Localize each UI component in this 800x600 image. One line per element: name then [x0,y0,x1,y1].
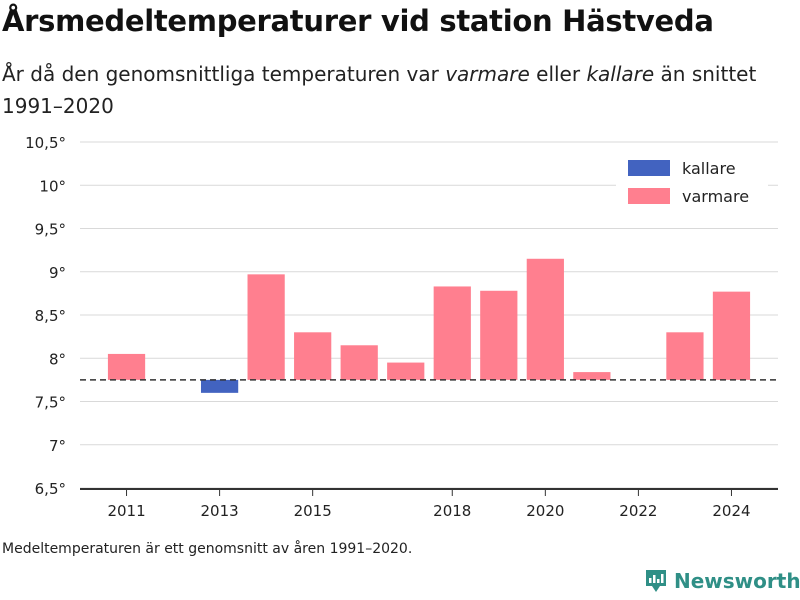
bar-2011 [107,353,146,380]
y-tick-label: 7,5° [35,394,66,412]
x-tick-label: 2011 [107,502,145,520]
bar-2024 [712,291,751,380]
subtitle-cold-word: kallare [586,62,655,86]
newsworthy-logo-icon [646,570,666,592]
y-tick-label: 8° [49,350,66,368]
x-tick-label: 2018 [433,502,471,520]
subtitle-text-3: än snittet 1991–2020 [2,62,757,118]
y-tick-label: 10,5° [25,134,66,152]
legend-label-warmer: varmare [682,187,749,206]
chart-title: Årsmedeltemperaturer vid station Hästved… [2,4,714,38]
x-tick-label: 2013 [201,502,239,520]
bar-2023 [666,332,704,380]
bar-2020 [526,258,564,380]
bar-2019 [480,290,518,380]
legend-swatch-colder [628,160,670,176]
bar-2021 [573,372,611,380]
bar-2018 [433,286,471,380]
footnote: Medeltemperaturen är ett genomsnitt av å… [2,541,413,557]
x-tick-label: 2024 [712,502,750,520]
y-tick-label: 9,5° [35,221,66,239]
subtitle-warm-word: varmare [445,62,530,86]
y-tick-label: 10° [39,177,66,195]
bar-2016 [340,345,378,380]
subtitle-text-1: År då den genomsnittliga temperaturen va… [2,62,446,86]
legend-label-colder: kallare [682,159,736,178]
bar-2013 [200,379,239,393]
bar-2017 [387,362,425,380]
brand-logo[interactable]: Newsworthy [644,568,800,594]
y-tick-label: 6,5° [35,480,66,498]
y-tick-label: 7° [49,437,66,455]
subtitle-text-2: eller [529,62,587,86]
x-tick-label: 2015 [294,502,332,520]
legend-swatch-warmer [628,188,670,204]
x-tick-label: 2022 [619,502,657,520]
bar-2014 [247,274,285,380]
chart-subtitle: År då den genomsnittliga temperaturen va… [2,58,782,122]
y-tick-label: 8,5° [35,307,66,325]
y-tick-label: 9° [49,264,66,282]
x-tick-label: 2020 [526,502,564,520]
brand-name: Newsworthy [674,569,800,593]
bar-2015 [294,332,332,380]
